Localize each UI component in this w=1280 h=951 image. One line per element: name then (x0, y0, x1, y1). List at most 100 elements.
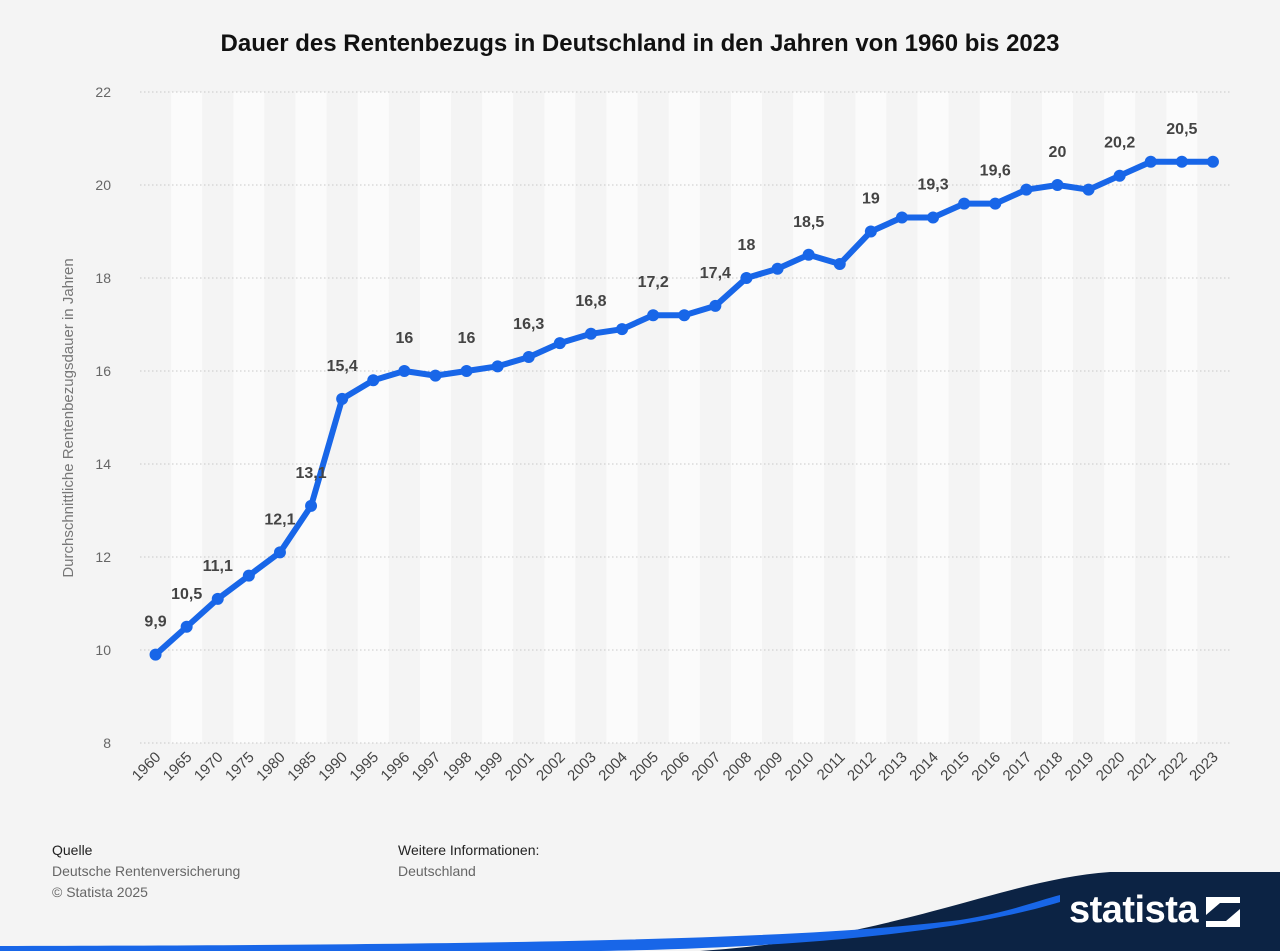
data-point[interactable] (491, 360, 504, 373)
x-tick-label: 1996 (378, 749, 414, 785)
data-point[interactable] (647, 309, 660, 322)
data-point[interactable] (149, 648, 162, 661)
source-text[interactable]: Deutsche Rentenversicherung (52, 863, 241, 879)
x-tick-label: 1990 (315, 749, 351, 785)
x-tick-label: 2021 (1124, 749, 1160, 785)
data-point[interactable] (833, 258, 846, 271)
source-heading: Quelle (52, 842, 93, 858)
data-point[interactable] (1144, 155, 1157, 168)
column-band (855, 92, 887, 743)
data-point[interactable] (242, 569, 255, 582)
statista-logo-text[interactable]: statista (1068, 889, 1199, 931)
data-point[interactable] (958, 197, 971, 210)
x-tick-label: 1999 (471, 749, 507, 785)
column-band (544, 92, 576, 743)
x-tick-label: 2008 (720, 749, 756, 785)
x-tick-label: 2011 (814, 749, 849, 784)
data-point[interactable] (1113, 169, 1126, 182)
x-tick-label: 2019 (1062, 749, 1098, 785)
data-point[interactable] (367, 374, 380, 387)
x-tick-label: 1995 (346, 749, 382, 785)
statista-brand-banner (0, 872, 1280, 951)
data-point[interactable] (336, 392, 349, 405)
info-text: Deutschland (398, 863, 476, 879)
x-tick-label: 1997 (409, 749, 445, 785)
data-point[interactable] (1175, 155, 1188, 168)
x-tick-label: 2009 (751, 749, 787, 785)
x-axis-ticks: 1960196519701975198019851990199519961997… (129, 749, 1222, 785)
column-band (171, 92, 203, 743)
data-point[interactable] (895, 211, 908, 224)
data-label: 16 (458, 330, 476, 347)
y-tick-label: 8 (103, 735, 111, 751)
data-point[interactable] (616, 323, 629, 336)
data-point[interactable] (460, 365, 473, 377)
chart-title: Dauer des Rentenbezugs in Deutschland in… (220, 30, 1060, 57)
x-tick-label: 2004 (595, 749, 631, 785)
column-band (295, 92, 327, 743)
x-tick-label: 1980 (253, 749, 289, 785)
y-tick-label: 20 (95, 177, 111, 193)
data-label: 19,3 (917, 177, 948, 194)
data-label: 16,8 (575, 293, 606, 310)
data-point[interactable] (864, 225, 877, 238)
x-tick-label: 1998 (440, 749, 476, 785)
data-point[interactable] (429, 369, 442, 382)
data-point[interactable] (1020, 183, 1033, 196)
data-point[interactable] (771, 262, 784, 275)
x-tick-label: 2012 (844, 749, 880, 785)
y-tick-label: 12 (95, 549, 111, 565)
column-band (1166, 92, 1198, 743)
data-point[interactable] (709, 299, 722, 312)
x-tick-label: 2023 (1186, 749, 1222, 785)
column-band (668, 92, 700, 743)
data-point[interactable] (1206, 155, 1219, 168)
column-band (419, 92, 451, 743)
x-tick-label: 1960 (129, 749, 165, 785)
x-tick-label: 2015 (937, 749, 973, 785)
data-point[interactable] (1051, 179, 1064, 191)
data-point[interactable] (522, 351, 535, 364)
column-band (606, 92, 638, 743)
column-band (482, 92, 514, 743)
data-label: 17,4 (700, 265, 731, 282)
data-label: 11,1 (203, 558, 233, 575)
data-label: 20,5 (1166, 121, 1197, 138)
y-tick-label: 14 (95, 456, 111, 472)
data-label: 9,9 (144, 614, 166, 631)
data-point[interactable] (802, 248, 815, 261)
y-tick-label: 18 (95, 270, 111, 286)
data-point[interactable] (553, 337, 566, 350)
x-tick-label: 2020 (1093, 749, 1129, 785)
data-point[interactable] (398, 365, 411, 377)
y-tick-label: 16 (95, 363, 111, 379)
x-tick-label: 2018 (1031, 749, 1067, 785)
data-point[interactable] (989, 197, 1002, 210)
x-tick-label: 2001 (502, 749, 538, 785)
data-point[interactable] (211, 592, 224, 605)
data-point[interactable] (584, 327, 597, 340)
y-axis-ticks: 8 10 12 14 16 18 20 22 (95, 84, 111, 751)
x-tick-label: 2013 (875, 749, 911, 785)
data-label: 20 (1049, 144, 1067, 161)
copyright-text: © Statista 2025 (52, 884, 148, 900)
brand-swoosh-accent (0, 895, 1060, 951)
data-point[interactable] (1082, 183, 1095, 196)
column-band (917, 92, 949, 743)
data-point[interactable] (305, 499, 318, 512)
y-tick-label: 10 (95, 642, 111, 658)
data-labels: 9,9 10,511,1 12,1 13,1 15,4 16 16 16,3 16,8 17,2 1… (144, 121, 1197, 631)
data-point[interactable] (180, 620, 193, 633)
x-tick-label: 2017 (1000, 749, 1036, 785)
data-label: 16,3 (513, 316, 544, 333)
data-point[interactable] (273, 546, 286, 559)
column-band (357, 92, 389, 743)
data-label: 18 (738, 237, 756, 254)
data-point[interactable] (927, 211, 940, 224)
data-point[interactable] (740, 272, 753, 284)
data-label: 10,5 (171, 586, 202, 603)
data-label: 20,2 (1104, 135, 1135, 152)
data-point[interactable] (678, 309, 691, 322)
x-tick-label: 2002 (533, 749, 569, 785)
